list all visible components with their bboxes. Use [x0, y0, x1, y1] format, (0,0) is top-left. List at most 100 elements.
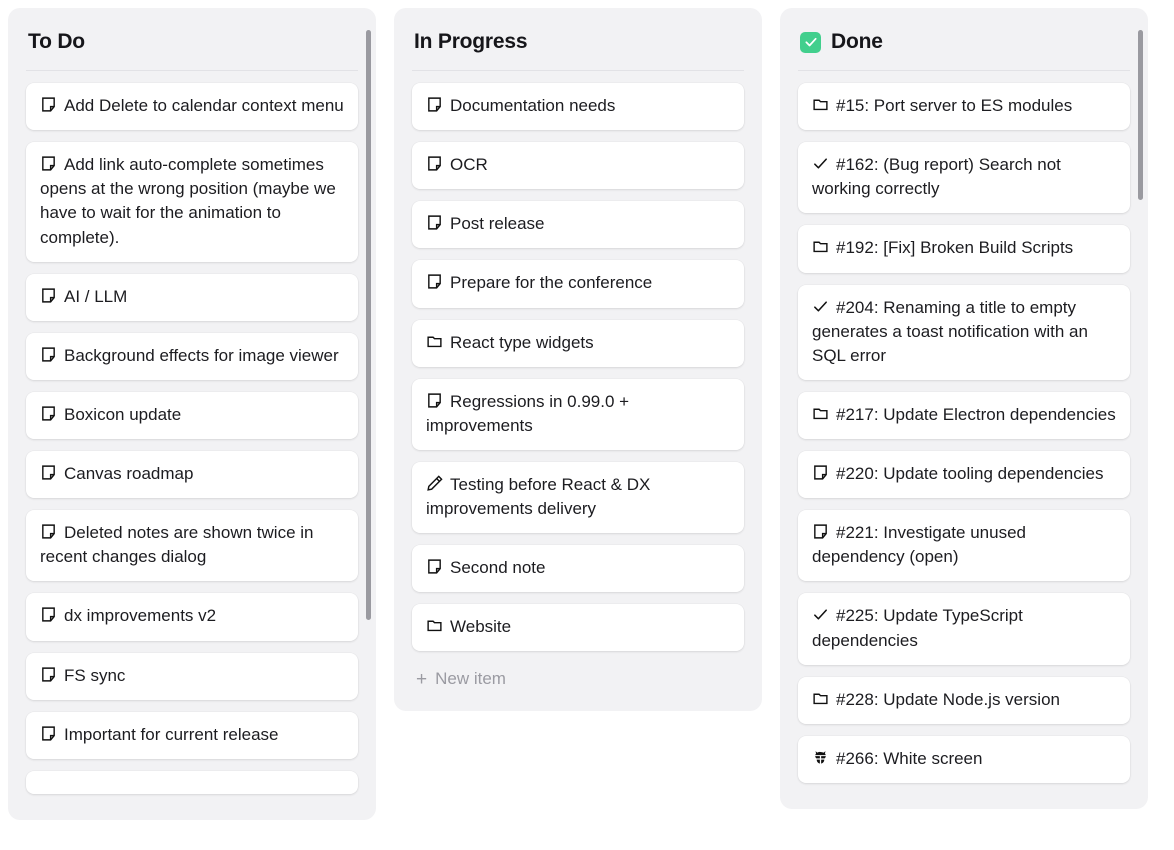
card[interactable]: #228: Update Node.js version — [798, 676, 1130, 724]
card[interactable]: Boxicon update — [26, 391, 358, 439]
new-item-button[interactable]: + New item — [412, 663, 744, 697]
card-title: React type widgets — [450, 332, 594, 352]
card[interactable]: #15: Port server to ES modules — [798, 83, 1130, 131]
note-icon — [40, 405, 57, 422]
card-title: #15: Port server to ES modules — [836, 96, 1073, 115]
card-title: #220: Update tooling dependencies — [836, 464, 1104, 483]
card[interactable]: AI / LLM — [26, 273, 358, 321]
card-title: Documentation needs — [450, 96, 616, 115]
check-icon — [812, 606, 829, 623]
note-icon — [40, 96, 57, 113]
card-title: Testing before React & DX improvements d… — [426, 474, 651, 518]
column-done: Done #15: Port server to ES modules #162… — [780, 8, 1148, 809]
folder-icon — [812, 690, 829, 707]
note-icon — [40, 346, 57, 363]
note-icon — [40, 155, 57, 172]
card-title: Add link auto-complete sometimes opens a… — [40, 155, 336, 247]
card-title: #217: Update Electron dependencies — [836, 404, 1116, 424]
note-icon — [426, 214, 443, 231]
card[interactable]: FS sync — [26, 652, 358, 700]
card-title: FS sync — [64, 665, 126, 685]
card[interactable]: Testing before React & DX improvements d… — [412, 461, 744, 534]
column-in-progress: In Progress Documentation needs OCR Post… — [394, 8, 762, 712]
card[interactable]: Important for current release — [26, 711, 358, 759]
card[interactable]: Website — [412, 604, 744, 652]
column-divider — [26, 70, 358, 71]
card[interactable]: #162: (Bug report) Search not working co… — [798, 142, 1130, 214]
card-title: #228: Update Node.js version — [836, 689, 1060, 709]
folder-icon — [812, 238, 829, 255]
card-title: Second note — [450, 558, 546, 578]
card[interactable]: #221: Investigate unused dependency (ope… — [798, 510, 1130, 582]
note-icon — [812, 464, 829, 481]
note-icon — [40, 725, 57, 742]
note-icon — [426, 392, 443, 409]
card[interactable]: Documentation needs — [412, 83, 744, 131]
card-partial[interactable] — [26, 770, 358, 794]
card[interactable]: OCR — [412, 142, 744, 190]
column-divider — [798, 70, 1130, 71]
card[interactable]: Second note — [412, 545, 744, 593]
card-title: #221: Investigate unused dependency (ope… — [812, 523, 1026, 567]
plus-icon: + — [416, 668, 428, 690]
card-title: #162: (Bug report) Search not working co… — [812, 155, 1061, 199]
note-icon — [426, 96, 443, 113]
column-divider — [412, 70, 744, 71]
card[interactable]: #217: Update Electron dependencies — [798, 391, 1130, 439]
column-scrollbar-to-do[interactable] — [366, 30, 371, 620]
card[interactable]: #204: Renaming a title to empty generate… — [798, 284, 1130, 380]
card-title: Deleted notes are shown twice in recent … — [40, 523, 314, 567]
column-header-to-do: To Do — [8, 8, 376, 54]
card[interactable]: Regressions in 0.99.0 + improvements — [412, 378, 744, 450]
card[interactable]: #266: White screen — [798, 735, 1130, 783]
card[interactable]: Canvas roadmap — [26, 451, 358, 499]
card[interactable]: Add Delete to calendar context menu — [26, 83, 358, 131]
card[interactable]: Prepare for the conference — [412, 260, 744, 308]
card[interactable]: #225: Update TypeScript dependencies — [798, 593, 1130, 665]
card-title: Add Delete to calendar context menu — [64, 96, 344, 115]
note-icon — [426, 155, 443, 172]
card[interactable]: Post release — [412, 201, 744, 249]
column-title: Done — [831, 30, 883, 53]
card[interactable]: dx improvements v2 — [26, 593, 358, 641]
card-title: Post release — [450, 214, 545, 234]
card-title: OCR — [450, 155, 488, 175]
note-icon — [812, 523, 829, 540]
card-title: Prepare for the conference — [450, 273, 653, 293]
column-scrollbar-done[interactable] — [1138, 30, 1143, 200]
card[interactable]: #192: [Fix] Broken Build Scripts — [798, 225, 1130, 273]
note-icon — [40, 606, 57, 623]
column-header-done: Done — [780, 8, 1148, 54]
folder-icon — [426, 617, 443, 634]
card-title: #204: Renaming a title to empty generate… — [812, 297, 1088, 365]
card-title: Boxicon update — [64, 404, 182, 424]
note-icon — [426, 273, 443, 290]
green-checkbox-icon — [800, 31, 821, 53]
note-icon — [40, 287, 57, 304]
column-title: In Progress — [414, 30, 528, 53]
card[interactable]: Background effects for image viewer — [26, 332, 358, 380]
note-icon — [40, 523, 57, 540]
card[interactable]: Deleted notes are shown twice in recent … — [26, 510, 358, 582]
note-icon — [426, 558, 443, 575]
column-title: To Do — [28, 30, 85, 53]
check-icon — [812, 155, 829, 172]
column-body-done: #15: Port server to ES modules #162: (Bu… — [780, 71, 1148, 809]
column-body-to-do: Add Delete to calendar context menu Add … — [8, 71, 376, 820]
card[interactable]: #220: Update tooling dependencies — [798, 451, 1130, 499]
card[interactable]: Add link auto-complete sometimes opens a… — [26, 142, 358, 262]
check-icon — [812, 298, 829, 315]
column-body-in-progress: Documentation needs OCR Post release Pre… — [394, 71, 762, 711]
card-title: #266: White screen — [836, 748, 983, 768]
card-title: dx improvements v2 — [64, 606, 217, 626]
card-title: Canvas roadmap — [64, 464, 194, 483]
note-icon — [40, 464, 57, 481]
card-title: Website — [450, 617, 512, 637]
pencil-icon — [426, 475, 443, 492]
card-title: Background effects for image viewer — [64, 345, 339, 365]
card[interactable]: React type widgets — [412, 319, 744, 367]
note-icon — [40, 666, 57, 683]
card-title: #192: [Fix] Broken Build Scripts — [836, 238, 1074, 258]
bug-icon — [812, 749, 829, 766]
